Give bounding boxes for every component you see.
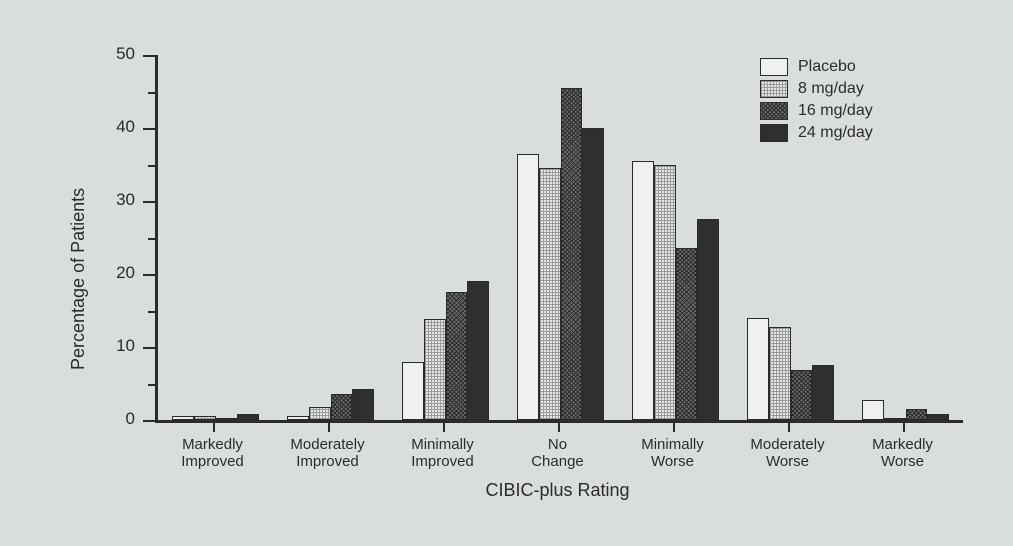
x-tick [673,420,675,432]
bar [331,394,353,420]
x-tick-label: MarkedlyImproved [155,436,270,471]
bar [906,409,928,420]
bar [747,318,769,420]
y-minor-tick [148,92,155,94]
chart-container: Percentage of Patients 0 10 20 30 40 50 Marke… [0,0,1013,546]
bar [561,88,583,420]
x-tick [788,420,790,432]
bar [467,281,489,420]
legend: Placebo 8 mg/day 16 mg/day 24 mg/day [760,58,873,146]
bar [216,418,238,420]
bar [582,128,604,420]
y-minor-tick [148,165,155,167]
bar [632,161,654,420]
bar [862,400,884,420]
x-tick-label-line1: Minimally [385,436,500,453]
bar [402,362,424,420]
y-tick [143,347,155,349]
bar [517,154,539,420]
bar [697,219,719,420]
bar [446,292,468,420]
y-tick-label: 10 [95,336,135,356]
legend-item: 8 mg/day [760,80,873,98]
x-tick-label-line1: Minimally [615,436,730,453]
bar [654,165,676,421]
x-tick-label: ModeratelyWorse [730,436,845,471]
legend-swatch [760,102,788,120]
y-minor-tick [148,384,155,386]
bar [927,414,949,420]
bar [172,416,194,420]
x-tick-label-line2: Worse [615,453,730,470]
x-tick-label-line2: Worse [730,453,845,470]
x-tick-label-line2: Improved [385,453,500,470]
legend-item: 24 mg/day [760,124,873,142]
x-tick [213,420,215,432]
y-axis-label: Percentage of Patients [68,188,89,370]
x-tick-label-line1: Markedly [155,436,270,453]
legend-item: 16 mg/day [760,102,873,120]
x-tick-label-line1: No [500,436,615,453]
legend-label: 16 mg/day [798,102,873,120]
y-tick [143,128,155,130]
bar [812,365,834,420]
y-tick-label: 20 [95,263,135,283]
x-tick-label: ModeratelyImproved [270,436,385,471]
y-minor-tick [148,311,155,313]
legend-swatch [760,80,788,98]
legend-swatch [760,58,788,76]
bar [352,389,374,420]
bar [287,416,309,420]
y-tick [143,420,155,422]
x-tick [558,420,560,432]
y-tick [143,201,155,203]
y-tick-label: 50 [95,44,135,64]
x-tick-label-line2: Improved [270,453,385,470]
bar [309,407,331,420]
bar [791,370,813,420]
x-tick-label-line2: Improved [155,453,270,470]
bar [539,168,561,420]
x-tick [328,420,330,432]
x-tick-label: NoChange [500,436,615,471]
x-tick-label-line2: Change [500,453,615,470]
x-axis-label: CIBIC-plus Rating [155,480,960,501]
x-tick-label-line2: Worse [845,453,960,470]
legend-label: 24 mg/day [798,124,873,142]
legend-swatch [760,124,788,142]
x-tick-label: MarkedlyWorse [845,436,960,471]
x-tick-label-line1: Moderately [270,436,385,453]
legend-item: Placebo [760,58,873,76]
y-minor-tick [148,238,155,240]
legend-label: 8 mg/day [798,80,864,98]
bar [676,248,698,420]
bar [237,414,259,420]
y-tick-label: 30 [95,190,135,210]
x-tick [443,420,445,432]
x-tick-label: MinimallyImproved [385,436,500,471]
y-tick-label: 0 [95,409,135,429]
x-tick [903,420,905,432]
x-tick-label-line1: Markedly [845,436,960,453]
y-tick [143,55,155,57]
y-tick [143,274,155,276]
x-tick-label: MinimallyWorse [615,436,730,471]
bar [424,319,446,420]
y-tick-label: 40 [95,117,135,137]
legend-label: Placebo [798,58,856,76]
x-tick-label-line1: Moderately [730,436,845,453]
bar [769,327,791,420]
